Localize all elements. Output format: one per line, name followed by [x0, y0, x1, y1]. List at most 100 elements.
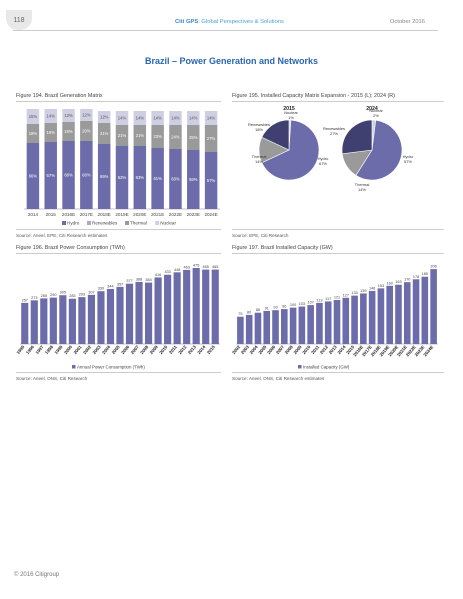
page-title: Brazil – Power Generation and Networks	[144, 56, 319, 66]
fig196-tick-label: 2000	[63, 344, 73, 355]
publication-brand: Citi GPS: Global Perspectives & Solution…	[175, 19, 284, 25]
fig197-tick-label: 2004	[249, 344, 259, 355]
fig196-tick-label: 2013	[187, 344, 197, 355]
fig195-slice-label: Hydro	[403, 154, 414, 159]
fig196-value-label: 293	[79, 293, 85, 297]
fig197-value-label: 133	[351, 291, 357, 295]
fig194-segment-label: 14%	[189, 116, 198, 121]
fig194-rule	[16, 101, 221, 102]
fig197-tick-label: 2006	[266, 344, 276, 355]
fig196-tick-label: 1996	[25, 344, 35, 355]
fig197-value-label: 96	[282, 305, 286, 309]
fig197-title: Figure 197. Brazil Installed Capacity (G…	[232, 245, 333, 251]
fig194-segment-label: 59%	[189, 177, 198, 182]
brand-tagline: : Global Perspectives & Solutions	[198, 19, 284, 25]
fig197-bar	[289, 307, 297, 344]
fig196-value-label: 305	[60, 291, 66, 295]
fig194-bar-hydro	[187, 150, 200, 209]
fig196-tick-label: 2011	[168, 344, 178, 355]
fig194-segment-label: 61%	[153, 176, 162, 181]
fig194-bar-thermal	[97, 123, 111, 144]
fig197-value-label: 160	[387, 281, 393, 285]
fig194-bar-hydro	[97, 144, 111, 209]
page-number: 118	[6, 10, 32, 30]
fig194-title: Figure 194. Brazil Generation Matrix	[16, 93, 103, 99]
fig194-segment-label: 15%	[29, 114, 38, 119]
fig194-segment-label: 27%	[207, 136, 216, 141]
fig197-value-label: 117	[325, 297, 331, 301]
fig194-segment-label: 14%	[136, 116, 145, 121]
fig197-value-label: 127	[343, 293, 349, 297]
fig197-rule	[232, 253, 444, 254]
fig194-tick-label: 2024E	[204, 212, 217, 217]
fig195-slice-label: Hydro	[318, 156, 329, 161]
fig194-bar-thermal	[169, 125, 182, 149]
fig194-legend-label: Nuclear	[160, 221, 176, 226]
fig196-value-label: 463	[183, 265, 189, 269]
fig195-rule	[232, 101, 444, 102]
fig194-segment-label: 68%	[64, 173, 73, 178]
fig196-bar	[183, 269, 191, 344]
fig195-slice-label: 67%	[319, 161, 327, 166]
fig194-bar-thermal	[115, 125, 129, 146]
fig196-bar	[164, 274, 172, 344]
fig197-bar	[245, 314, 253, 344]
fig194-segment-label: 25%	[189, 135, 198, 140]
fig194-bar-thermal	[44, 123, 57, 142]
fig194-segment-label: 67%	[47, 173, 56, 178]
fig196-tick-label: 2005	[111, 344, 121, 355]
fig194-tick-label: 2020E	[133, 212, 146, 217]
fig197-bar	[324, 301, 332, 344]
fig196-bar	[87, 294, 95, 344]
fig197-legend-swatch	[298, 365, 302, 369]
fig196-rule	[16, 253, 221, 254]
fig196-bar	[202, 269, 210, 344]
fig194-source: Source: Aneel, EPE, Citi Research estima…	[16, 233, 108, 238]
fig195-pie-slice-hydro	[261, 119, 320, 181]
fig196-value-label: 465	[203, 265, 209, 269]
fig194-segment-label: 14%	[207, 116, 216, 121]
fig196-tick-label: 2015	[206, 344, 216, 355]
fig197-tick-label: 2014	[336, 344, 346, 355]
fig195-slice-label: 14%	[358, 187, 366, 192]
fig197-tick-label: 2009	[293, 344, 303, 355]
fig197-value-label: 146	[369, 286, 375, 290]
fig196-bar	[59, 295, 67, 344]
fig196-bar	[68, 298, 76, 344]
fig197-source-rule	[232, 372, 444, 373]
fig194-segment-label: 68%	[82, 173, 91, 178]
fig194-segment-label: 60%	[171, 177, 180, 182]
fig194-segment-label: 23%	[153, 134, 162, 139]
fig196-source-rule	[16, 372, 221, 373]
fig195-slice-label: 1%	[288, 115, 294, 120]
fig194-legend-swatch	[87, 221, 91, 225]
fig195-slice-label: 14%	[255, 159, 263, 164]
fig194-bar-thermal	[187, 125, 200, 150]
fig197-chart: 75 2002 80 2003 86 2004 91 2005 93 2006 96 2007 100 2…	[232, 265, 438, 370]
fig197-tick-label: 2024E	[422, 344, 434, 357]
fig197-bar	[368, 290, 376, 344]
fig197-tick-label: 2015	[345, 344, 355, 355]
fig197-value-label: 93	[273, 306, 277, 310]
fig196-tick-label: 2009	[149, 344, 159, 355]
fig197-value-label: 206	[430, 265, 436, 269]
fig194-bar-hydro	[115, 146, 129, 209]
fig194-segment-label: 20%	[82, 129, 91, 134]
fig195-slice-label: Thermal	[355, 182, 370, 187]
fig197-bar	[351, 295, 358, 344]
fig194-tick-label: 2014	[28, 212, 39, 217]
fig194-segment-label: 63%	[118, 175, 127, 180]
fig197-source: Source: Aneel, ONS, Citi Research estima…	[232, 376, 325, 381]
fig196-bar	[116, 286, 124, 344]
fig195-source: Source: EPE, Citi Research	[232, 233, 289, 238]
fig194-tick-label: 2019E	[115, 212, 128, 217]
fig196-tick-label: 2001	[73, 344, 83, 355]
fig196-tick-label: 1999	[54, 344, 64, 355]
fig197-bar	[403, 282, 411, 344]
fig195-slice-label: Renewables	[323, 126, 345, 131]
fig197-bar	[272, 310, 279, 344]
fig194-bar-hydro	[26, 143, 40, 209]
fig194-segment-label: 66%	[29, 174, 38, 179]
header-divider	[13, 30, 438, 31]
fig195-slice-label: Nuclear	[284, 110, 298, 115]
